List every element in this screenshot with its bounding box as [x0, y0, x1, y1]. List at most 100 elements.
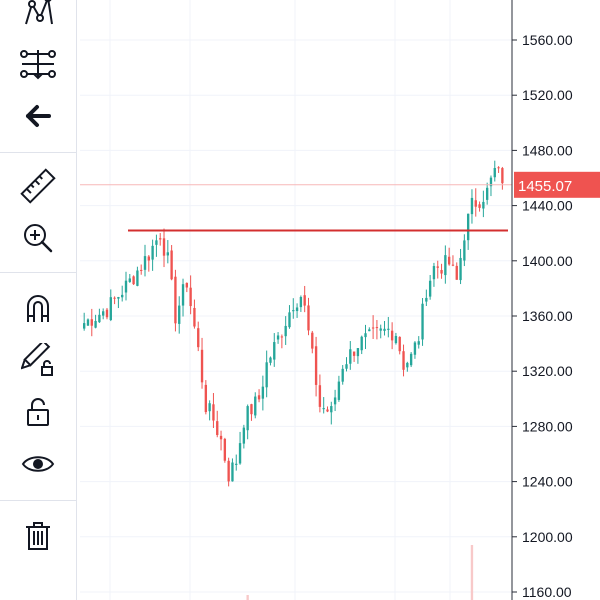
- candle-body: [185, 282, 189, 288]
- candle-body: [273, 342, 276, 360]
- candle-body: [501, 168, 504, 184]
- candle-body: [288, 312, 291, 328]
- candle-body: [189, 287, 192, 307]
- candle-body: [265, 362, 268, 388]
- volume-bar: [470, 545, 474, 600]
- candle-body: [128, 278, 131, 282]
- candle-body: [402, 351, 405, 370]
- candle-body: [341, 368, 344, 382]
- pattern-icon: [25, 0, 53, 25]
- price-tick-label: 1480.00: [522, 142, 573, 158]
- unlock-icon: [27, 398, 49, 426]
- candle-body: [413, 342, 417, 355]
- candle-body: [337, 381, 341, 400]
- candle-body: [193, 307, 196, 327]
- trash-tool-button[interactable]: [16, 514, 60, 558]
- price-tick-label: 1400.00: [522, 253, 573, 269]
- price-tick-label: 1360.00: [522, 308, 573, 324]
- candle-body: [333, 397, 337, 405]
- candle-body: [436, 266, 439, 268]
- candle-body: [474, 200, 477, 207]
- price-tick-label: 1560.00: [522, 32, 573, 48]
- candle-body: [276, 335, 280, 340]
- zoom-in-tool-button[interactable]: [16, 216, 60, 260]
- visibility-tool-button[interactable]: [16, 442, 60, 486]
- back-arrow-button[interactable]: [16, 94, 60, 138]
- pencil-lock-icon: [21, 343, 53, 376]
- candle-body: [159, 238, 162, 240]
- candle-body: [444, 255, 447, 276]
- candle-body: [356, 348, 360, 357]
- candle-body: [463, 240, 466, 261]
- candle-body: [113, 297, 116, 299]
- candle-body: [208, 403, 211, 412]
- candle-body: [227, 460, 230, 482]
- candle-body: [140, 269, 143, 271]
- candle-body: [417, 341, 420, 345]
- candle-body: [223, 438, 227, 461]
- candle-body: [330, 406, 333, 413]
- candle-body: [326, 409, 329, 412]
- candle-body: [94, 320, 97, 328]
- candle-body: [231, 462, 234, 482]
- toolbar-divider: [0, 272, 76, 273]
- magnet-icon: [27, 295, 49, 322]
- price-axis[interactable]: 1560.00 1520.00 1480.00 1440.00 1400.00 1360.…: [511, 0, 600, 600]
- candle-body: [314, 346, 318, 385]
- candle-body: [387, 328, 390, 330]
- candle-body: [90, 319, 93, 326]
- candle-body: [174, 276, 177, 324]
- price-overlays: [80, 184, 512, 232]
- candle-body: [197, 328, 200, 348]
- candle-body: [178, 305, 181, 324]
- candle-body: [204, 384, 208, 413]
- candle-body: [166, 252, 169, 256]
- candle-body: [261, 386, 265, 399]
- zoom-in-icon: [24, 224, 53, 253]
- magnet-tool-button[interactable]: [16, 286, 60, 330]
- lock-tool-button[interactable]: [16, 390, 60, 434]
- candle-body: [216, 421, 219, 436]
- arrow-left-icon: [26, 105, 51, 127]
- candle-body: [307, 305, 310, 331]
- candle-body: [250, 404, 253, 415]
- candle-body: [375, 327, 379, 329]
- candle-body: [485, 187, 489, 200]
- candle-body: [447, 256, 451, 265]
- candle-body: [478, 204, 481, 208]
- last-price-badge: [514, 171, 600, 198]
- candle-body: [368, 329, 371, 332]
- candle-body: [345, 364, 348, 369]
- candle-body: [459, 257, 462, 281]
- candle-body: [109, 297, 112, 320]
- candle-body: [254, 396, 257, 416]
- candle-body: [284, 325, 287, 337]
- candle-body: [257, 395, 261, 400]
- candle-body: [394, 335, 398, 344]
- forecast-tool-button[interactable]: [16, 42, 60, 86]
- candle-body: [292, 310, 295, 312]
- candles: [83, 160, 504, 487]
- price-tick-label: 1520.00: [522, 87, 573, 103]
- pattern-tool-button[interactable]: [16, 0, 60, 32]
- ruler-tool-button[interactable]: [16, 164, 60, 208]
- price-tick-label: 1160.00: [522, 584, 572, 600]
- candle-body: [364, 333, 367, 338]
- candle-body: [299, 296, 303, 308]
- price-tick-label: 1440.00: [522, 198, 573, 214]
- candle-body: [425, 297, 428, 302]
- ruler-icon: [20, 168, 56, 204]
- candle-body: [432, 266, 436, 280]
- volume-bar: [246, 595, 249, 600]
- candle-body: [493, 168, 496, 178]
- lock-drawing-tool-button[interactable]: [16, 338, 60, 382]
- candle-body: [371, 327, 375, 329]
- candle-body: [162, 238, 166, 256]
- candle-body: [102, 311, 105, 316]
- price-tick-label: 1240.00: [522, 474, 573, 490]
- candle-body: [406, 362, 409, 368]
- candle-body: [398, 336, 401, 352]
- candle-body: [181, 284, 185, 306]
- price-tick-label: 1200.00: [522, 529, 573, 545]
